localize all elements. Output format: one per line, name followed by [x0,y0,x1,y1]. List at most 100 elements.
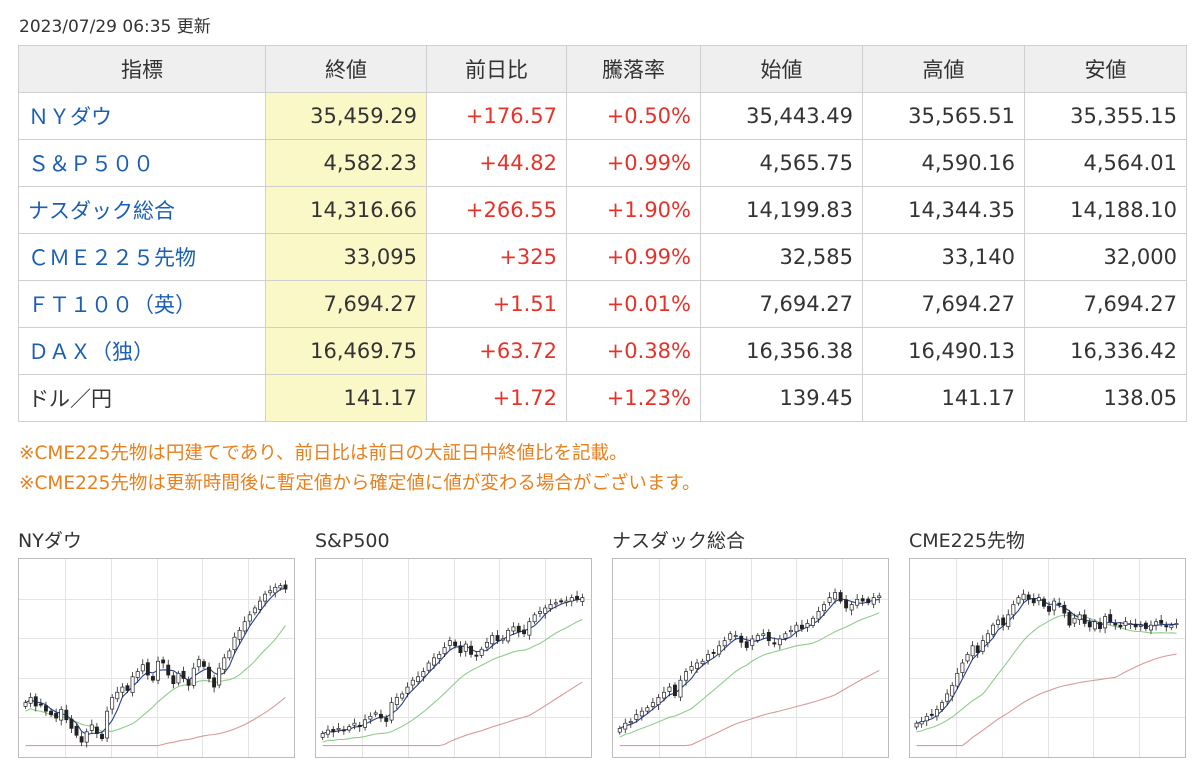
candle [1057,597,1062,608]
chart-card-nasdaq[interactable]: ナスダック総合 [612,526,889,758]
candle-body [263,593,268,602]
moving-average-mid-line [916,614,1177,733]
indicator-link[interactable]: Ｓ＆Ｐ５００ [28,152,154,176]
candle [1016,595,1021,606]
candle [490,632,495,650]
candle-body [1103,616,1108,629]
low-value: 32,000 [1024,233,1187,281]
change-rate-value: +0.38% [566,327,701,375]
indicator-link[interactable]: ナスダック総合 [28,199,175,223]
candle [222,653,227,675]
candle-body [1067,612,1072,626]
candle [684,668,688,686]
chart-card-sp500[interactable]: S&P500 [315,526,592,758]
candle-body [212,677,217,688]
chart-grid [19,559,294,757]
chart-frame[interactable] [612,558,889,758]
candle-body [532,614,537,623]
indicator-cell[interactable]: Ｓ＆Ｐ５００ [18,139,266,187]
candle [263,590,268,607]
candle [833,588,838,604]
candle-body [924,715,929,722]
candle [394,693,399,710]
candle-body [326,729,330,735]
candle [564,596,569,607]
candle-body [64,709,69,721]
candle [673,682,677,699]
candle-body [996,619,1001,625]
moving-average-mid-line [322,618,583,743]
candle [822,601,826,617]
candle-body [283,584,288,590]
candlestick-chart[interactable] [316,559,591,757]
candle-body [833,592,838,600]
candle [628,718,633,728]
candle [1031,593,1036,607]
candle [89,719,94,734]
change-value: +44.82 [426,139,567,187]
low-value: 16,336.42 [1024,327,1187,375]
candle [794,621,799,638]
candle [1042,596,1046,609]
candle-body [145,662,150,676]
candle [543,604,548,619]
candle [522,624,526,638]
candle-body [447,640,452,646]
candle [1138,621,1143,631]
candle [347,724,352,733]
candlestick-chart[interactable] [613,559,888,757]
chart-title[interactable]: ナスダック総合 [612,530,746,552]
candle-body [410,679,415,686]
candle-body [860,598,865,602]
candle [79,731,84,747]
open-value: 35,443.49 [700,92,863,140]
candle-body [511,626,516,632]
candle [1072,613,1077,628]
candle-body [186,679,191,686]
indicator-cell[interactable]: ナスダック総合 [18,186,266,234]
moving-average-long-line [25,696,286,747]
candle [919,716,924,728]
candle-body [222,657,227,670]
indicator-cell[interactable]: ＦＴ１００（英） [18,280,266,328]
candle-body [217,667,222,686]
candle [232,632,237,654]
candle-body [838,592,843,602]
candle-body [278,585,283,589]
chart-title[interactable]: CME225先物 [909,530,1025,552]
chart-frame[interactable] [315,558,592,758]
chart-frame[interactable] [909,558,1186,758]
indicator-link[interactable]: ＮＹダウ [28,105,112,129]
chart-frame[interactable] [18,558,295,758]
candle [1118,622,1123,630]
candle [458,641,463,657]
chart-title[interactable]: S&P500 [315,530,390,552]
candlestick-chart[interactable] [19,559,294,757]
indicator-cell[interactable]: ＣＭＥ２２５先物 [18,233,266,281]
indicator-cell[interactable]: ＮＹダウ [18,92,266,140]
candle [28,692,33,708]
candle [766,629,771,646]
indicator-link[interactable]: ＤＡＸ（独） [28,340,154,364]
candle [816,606,821,623]
candle-body [822,604,826,612]
candle [1092,619,1097,632]
chart-title[interactable]: NYダウ [18,530,82,552]
indicator-link[interactable]: ＦＴ１００（英） [28,293,196,317]
candle-body [1057,602,1062,605]
change-value: +176.57 [426,92,567,140]
candle [506,627,511,644]
candle [934,705,939,721]
candle-body [500,638,505,641]
indicator-link[interactable]: ＣＭＥ２２５先物 [28,246,196,270]
chart-card-nydow[interactable]: NYダウ [18,526,295,758]
chart-grid [316,559,591,757]
candle-body [766,632,771,641]
candlestick-chart[interactable] [910,559,1185,757]
candle [437,651,442,664]
candle [844,595,849,612]
header-close: 終値 [265,45,427,93]
candle-body [985,633,990,644]
chart-card-cme225[interactable]: CME225先物 [909,526,1186,758]
indicator-cell[interactable]: ＤＡＸ（独） [18,327,266,375]
